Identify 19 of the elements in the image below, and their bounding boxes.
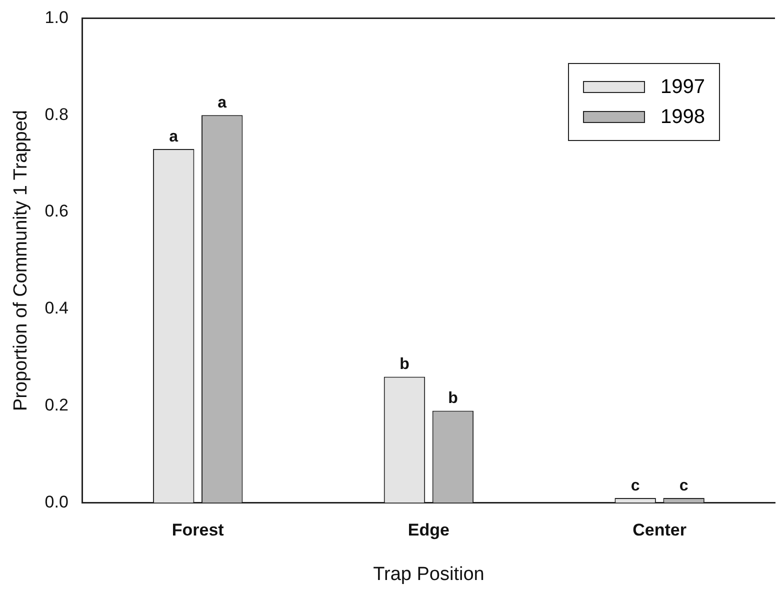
y-tick-label: 0.4: [44, 298, 68, 318]
annotation: b: [448, 390, 458, 408]
y-tick-label: 0.2: [44, 396, 68, 415]
annotation: c: [630, 477, 640, 494]
annotation: b: [400, 356, 410, 374]
x-tick-label: Edge: [408, 520, 450, 540]
x-tick-label: Forest: [172, 520, 224, 540]
annotation: a: [218, 94, 227, 112]
x-tick-label: Center: [632, 520, 687, 540]
legend-label: 1997: [660, 75, 705, 100]
x-axis-title: Trap Position: [373, 564, 484, 585]
annotation: c: [679, 477, 688, 494]
y-tick-label: 0.0: [44, 492, 68, 512]
annotation: a: [169, 128, 178, 146]
y-tick-label: 0.8: [44, 104, 68, 124]
y-axis-title: Proportion of Community 1 Trapped: [10, 110, 32, 411]
y-tick-label: 0.6: [44, 202, 68, 221]
y-tick-label: 1.0: [44, 8, 68, 27]
legend-label: 1998: [660, 105, 705, 130]
